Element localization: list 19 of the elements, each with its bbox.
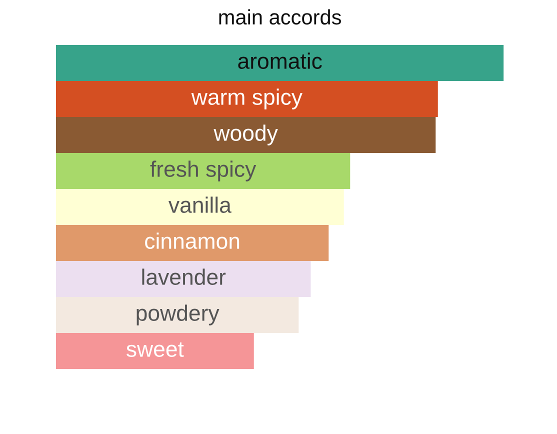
y-tick-label: powdery xyxy=(136,304,220,326)
bar xyxy=(56,45,504,81)
bar xyxy=(56,189,344,225)
y-tick-label: cinnamon xyxy=(145,232,240,249)
y-tick-label: vanilla xyxy=(168,196,232,213)
bar xyxy=(56,297,299,333)
bar xyxy=(56,225,329,261)
bar xyxy=(56,153,350,189)
bar xyxy=(56,261,311,297)
chart-title: main accords xyxy=(219,9,341,25)
y-tick-label: lavender xyxy=(142,268,226,285)
bar xyxy=(56,117,436,153)
y-tick-label: aromatic xyxy=(238,52,322,69)
y-tick-label: sweet xyxy=(126,342,184,357)
y-tick-label: woody xyxy=(214,124,278,146)
y-tick-label: fresh spicy xyxy=(150,160,256,182)
bar xyxy=(56,81,438,117)
y-tick-label: warm spicy xyxy=(191,88,302,110)
bar xyxy=(56,333,254,369)
